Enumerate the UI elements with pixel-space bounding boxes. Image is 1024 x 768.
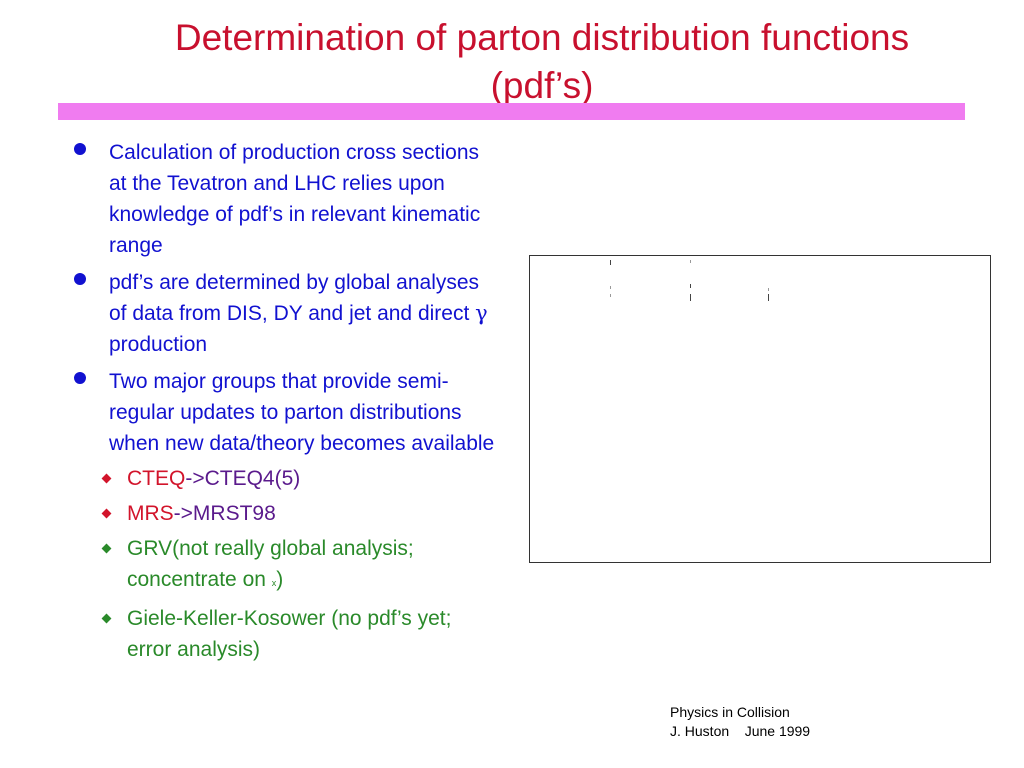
title-divider bbox=[58, 103, 965, 120]
figure-tick bbox=[768, 288, 769, 291]
slide-footer: Physics in Collision J. Huston June 1999 bbox=[670, 703, 810, 741]
bullet-list: Calculation of production cross sections… bbox=[70, 137, 500, 671]
bullet-item: Calculation of production cross sections… bbox=[70, 137, 500, 261]
cteq-version: ->CTEQ4(5) bbox=[185, 467, 301, 490]
footer-line-2: J. Huston June 1999 bbox=[670, 723, 811, 739]
figure-tick bbox=[690, 284, 691, 288]
figure-tick bbox=[610, 260, 611, 265]
diamond-icon bbox=[101, 613, 112, 624]
bullet-text: pdf’s are determined by global analyses … bbox=[109, 271, 480, 325]
diamond-icon bbox=[101, 508, 112, 519]
gkk-text: Giele-Keller-Kosower (no pdf’s yet; erro… bbox=[127, 607, 452, 661]
grv-tiny-x: x bbox=[271, 578, 277, 588]
bullet-dot-icon bbox=[74, 143, 86, 155]
figure-tick bbox=[610, 294, 611, 297]
mrs-version: ->MRST98 bbox=[173, 502, 276, 525]
figure-tick bbox=[610, 286, 611, 289]
sub-bullet-grv: GRV(not really global analysis; concentr… bbox=[83, 533, 500, 599]
sub-bullet-gkk: Giele-Keller-Kosower (no pdf’s yet; erro… bbox=[83, 603, 500, 665]
figure-tick bbox=[690, 294, 691, 301]
bullet-item: Two major groups that provide semi-regul… bbox=[70, 366, 500, 665]
sub-bullet-mrs: MRS->MRST98 bbox=[83, 498, 500, 529]
sub-bullet-cteq: CTEQ->CTEQ4(5) bbox=[83, 463, 500, 494]
gamma-symbol: γ bbox=[475, 301, 488, 325]
figure-placeholder bbox=[529, 255, 991, 563]
bullet-dot-icon bbox=[74, 372, 86, 384]
title-line-1: Determination of parton distribution fun… bbox=[174, 17, 910, 58]
grv-text: GRV(not really global analysis; concentr… bbox=[127, 537, 414, 591]
mrs-label: MRS bbox=[127, 502, 174, 525]
cteq-label: CTEQ bbox=[127, 467, 186, 490]
sub-bullet-list: CTEQ->CTEQ4(5) MRS->MRST98 GRV(not reall… bbox=[83, 463, 500, 665]
footer-line-1: Physics in Collision bbox=[670, 704, 790, 720]
title-line-2: (pdf’s) bbox=[490, 65, 594, 106]
diamond-icon bbox=[101, 473, 112, 484]
diamond-icon bbox=[101, 543, 112, 554]
bullet-text-end: production bbox=[109, 333, 208, 356]
bullet-text: Calculation of production cross sections… bbox=[109, 141, 481, 257]
grv-text-end: ) bbox=[276, 568, 284, 591]
figure-tick bbox=[768, 294, 769, 301]
bullet-dot-icon bbox=[74, 273, 86, 285]
slide-title: Determination of parton distribution fun… bbox=[60, 14, 1024, 110]
bullet-text: Two major groups that provide semi-regul… bbox=[109, 370, 495, 455]
figure-tick bbox=[690, 260, 691, 263]
bullet-item: pdf’s are determined by global analyses … bbox=[70, 267, 500, 360]
